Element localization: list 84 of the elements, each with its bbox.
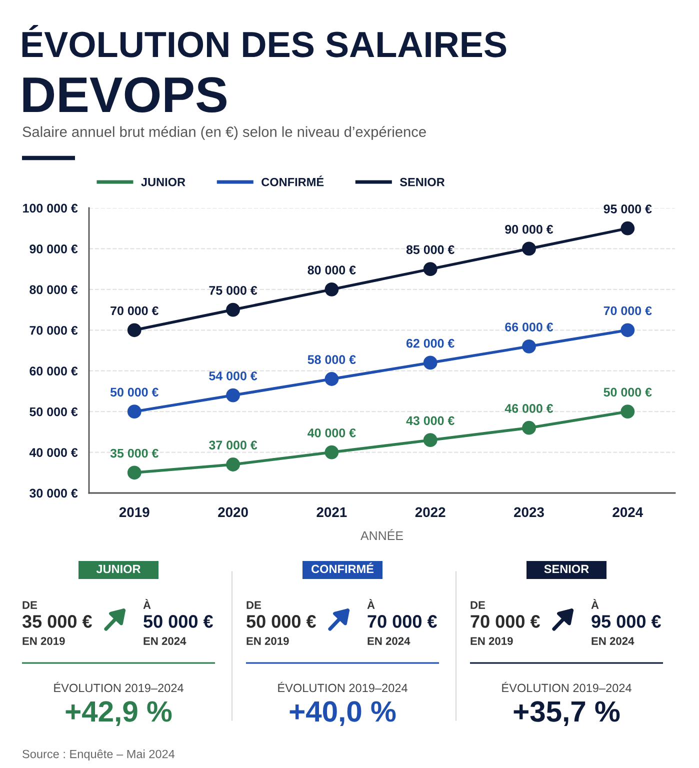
point — [522, 242, 536, 256]
point — [620, 323, 635, 338]
data-label: 35 000 € — [110, 448, 158, 458]
text: EN 2019 — [470, 637, 513, 645]
source-note: Source : Enquête – Mai 2024 — [22, 749, 175, 761]
point — [226, 458, 240, 472]
text: CONFIRMÉ — [312, 562, 374, 574]
data-label: 40 000 € — [308, 428, 356, 438]
text: EN 2019 — [246, 637, 289, 645]
x-tick-label: 2020 — [218, 507, 248, 518]
text: 35 000 € — [22, 615, 92, 628]
text: EN 2019 — [22, 637, 65, 645]
text: DE — [246, 601, 261, 609]
x-tick-label: 2022 — [415, 507, 446, 518]
text: ÉVOLUTION 2019–2024 — [278, 682, 408, 692]
data-label: 85 000 € — [406, 245, 454, 254]
data-label: 43 000 € — [406, 416, 454, 426]
chart-subtitle: Salaire annuel brut médian (en €) selon le niveau d’expérience — [22, 126, 426, 140]
y-tick-label: 80 000 € — [30, 285, 78, 294]
data-label: 90 000 € — [505, 224, 554, 234]
data-label: 46 000 € — [504, 404, 554, 413]
point — [324, 445, 339, 460]
point — [127, 404, 142, 419]
text: +40,0 % — [290, 701, 396, 726]
text: À — [591, 599, 599, 609]
legend-label: SENIOR — [400, 178, 445, 186]
text: DE — [22, 601, 37, 609]
y-tick-label: 50 000 € — [30, 407, 78, 416]
text: +35,7 % — [514, 701, 620, 726]
legend-label: JUNIOR — [141, 178, 186, 186]
y-tick-label: 70 000 € — [30, 326, 78, 335]
x-tick-label: 2023 — [514, 507, 544, 518]
text: À — [143, 599, 151, 609]
text: EN 2024 — [144, 637, 186, 645]
point — [423, 262, 438, 276]
text: 70 000 € — [470, 615, 540, 628]
data-label: 50 000 € — [604, 388, 652, 397]
point — [226, 388, 240, 402]
point — [127, 466, 142, 480]
point — [522, 420, 536, 435]
point — [423, 433, 438, 448]
y-tick-label: 40 000 € — [29, 448, 78, 457]
data-label: 95 000 € — [604, 204, 652, 214]
text: ÉVOLUTION 2019–2024 — [54, 682, 184, 692]
data-label: 58 000 € — [308, 355, 356, 364]
text: 50 000 € — [144, 615, 213, 628]
x-tick-label: 2024 — [612, 507, 644, 518]
text: 70 000 € — [368, 615, 437, 628]
text: EN 2024 — [368, 637, 410, 645]
data-label: 66 000 € — [505, 322, 554, 332]
data-label: 37 000 € — [208, 440, 258, 450]
point — [226, 302, 240, 317]
y-tick-label: 90 000 € — [30, 244, 78, 254]
point — [324, 282, 339, 296]
data-label: 70 000 € — [604, 306, 652, 316]
text: EN 2024 — [592, 637, 634, 645]
text: +42,9 % — [66, 701, 172, 726]
text: 95 000 € — [592, 615, 661, 628]
data-label: 75 000 € — [209, 286, 258, 295]
x-tick-label: 2019 — [119, 507, 150, 518]
point — [620, 404, 635, 419]
y-tick-label: 60 000 € — [30, 366, 78, 376]
text: ÉVOLUTION 2019–2024 — [502, 682, 632, 692]
x-tick-label: 2021 — [316, 507, 347, 518]
text: JUNIOR — [96, 564, 141, 574]
data-label: 70 000 € — [110, 306, 158, 316]
legend-label: CONFIRMÉ — [262, 176, 324, 186]
text: À — [367, 599, 375, 609]
y-tick-label: 100 000 € — [23, 204, 78, 213]
text: SENIOR — [544, 564, 589, 574]
point — [423, 356, 438, 370]
chart-title: ÉVOLUTION DES SALAIRES DEVOPS — [22, 24, 506, 112]
point — [127, 323, 142, 338]
data-label: 62 000 € — [406, 338, 454, 348]
x-axis-title: ANNÉE — [360, 529, 403, 540]
point — [620, 221, 635, 236]
y-tick-label: 30 000 € — [30, 488, 78, 498]
text: DE — [470, 601, 485, 609]
point — [522, 339, 536, 354]
data-label: 50 000 € — [110, 388, 158, 397]
data-label: 54 000 € — [209, 371, 258, 380]
text: 50 000 € — [246, 615, 316, 628]
point — [324, 372, 339, 386]
data-label: 80 000 € — [308, 266, 356, 274]
